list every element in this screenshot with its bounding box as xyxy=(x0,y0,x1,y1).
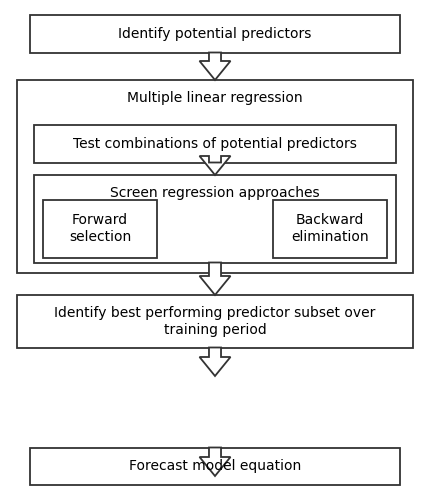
Text: Multiple linear regression: Multiple linear regression xyxy=(127,91,303,105)
Text: Identify best performing predictor subset over
training period: Identify best performing predictor subse… xyxy=(54,306,376,337)
Polygon shape xyxy=(200,52,230,80)
Text: Screen regression approaches: Screen regression approaches xyxy=(110,186,320,200)
Bar xyxy=(43,200,157,258)
Polygon shape xyxy=(200,448,230,476)
Polygon shape xyxy=(200,262,230,295)
Text: Test combinations of potential predictors: Test combinations of potential predictor… xyxy=(73,136,357,151)
Text: Forecast model equation: Forecast model equation xyxy=(129,459,301,473)
Text: Forward
selection: Forward selection xyxy=(69,213,131,244)
Text: Backward
elimination: Backward elimination xyxy=(291,213,369,244)
Bar xyxy=(34,175,396,262)
Bar xyxy=(273,200,387,258)
Bar xyxy=(34,125,396,162)
Bar xyxy=(17,295,413,348)
Bar xyxy=(17,80,413,272)
Text: Identify potential predictors: Identify potential predictors xyxy=(118,26,312,41)
Polygon shape xyxy=(200,156,230,175)
Bar xyxy=(30,15,400,52)
Bar xyxy=(30,448,400,485)
Polygon shape xyxy=(200,348,230,376)
